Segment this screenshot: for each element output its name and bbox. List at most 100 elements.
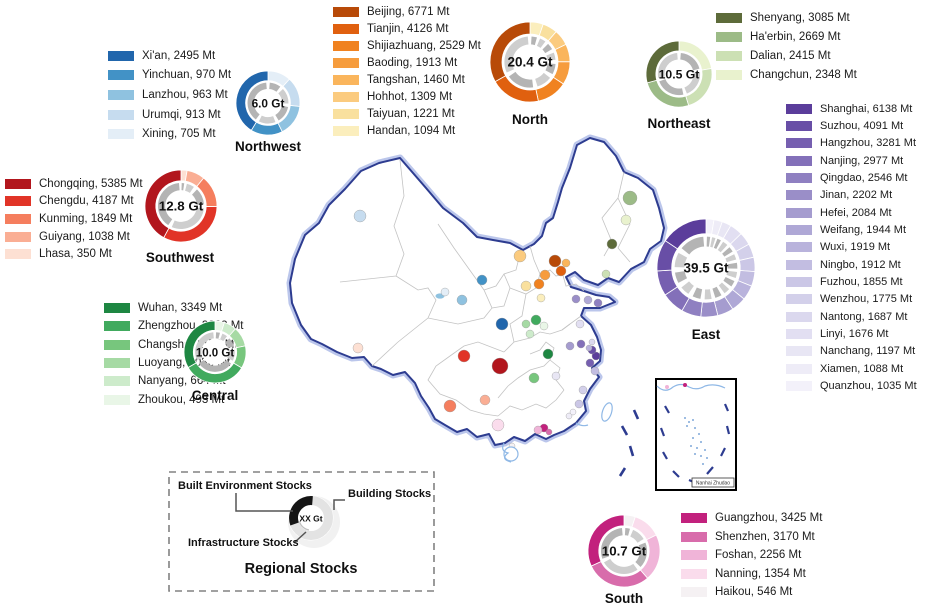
- city-marker: [588, 338, 596, 346]
- legend-item-label: Yinchuan, 970 Mt: [142, 69, 232, 82]
- legend-item: Haikou, 546 Mt: [681, 583, 822, 602]
- key-building-label: Building Stocks: [348, 488, 431, 500]
- city-marker: [561, 258, 571, 268]
- city-marker: [520, 280, 532, 292]
- donut-south: 10.7 Gt: [587, 514, 661, 588]
- key-connector-building: [333, 499, 345, 510]
- legend-item: Quanzhou, 1035 Mt: [786, 378, 917, 395]
- donut-total-label: 39.5 Gt: [683, 261, 729, 276]
- legend-swatch: [104, 339, 130, 350]
- city-marker: [565, 341, 575, 351]
- legend-item: Weifang, 1944 Mt: [786, 221, 917, 238]
- donut-northeast: 10.5 Gt: [645, 40, 713, 108]
- legend-swatch: [681, 568, 707, 579]
- donut-segment: [587, 514, 625, 567]
- key-infrastructure-label: Infrastructure Stocks: [188, 537, 299, 549]
- legend-item: Baoding, 1913 Mt: [333, 55, 481, 72]
- nine-dash-line: [618, 409, 640, 477]
- city-marker: [525, 329, 535, 339]
- city-marker: [521, 319, 531, 329]
- donut-inner-segment: [684, 72, 701, 94]
- donut-inner-segment: [181, 182, 185, 191]
- donut-inner-segment: [171, 207, 204, 230]
- donut-inner-segment: [545, 63, 556, 75]
- city-marker: [576, 339, 586, 349]
- legend-item: Nanchang, 1197 Mt: [786, 343, 917, 360]
- donut-segment: [700, 300, 719, 318]
- legend-item: Urumqi, 913 Mt: [108, 105, 231, 125]
- legend-item: Wenzhou, 1775 Mt: [786, 291, 917, 308]
- region-label-north: North: [512, 112, 548, 127]
- donut-segment: [250, 121, 283, 136]
- donut-inner-segment: [635, 542, 648, 568]
- legend-item-label: Shijiazhuang, 2529 Mt: [367, 40, 481, 53]
- donut-inner-segment: [674, 252, 688, 268]
- legend-swatch: [786, 381, 812, 392]
- donut-inner-segment: [227, 349, 235, 361]
- legend-item-label: Suzhou, 4091 Mt: [820, 120, 904, 133]
- legend-item: Linyi, 1676 Mt: [786, 325, 917, 342]
- city-marker: [578, 385, 588, 395]
- donut-southwest: 12.8 Gt: [144, 169, 218, 243]
- donut-inner-segment: [215, 332, 220, 339]
- legend-item: Zhoukou, 493 Mt: [104, 390, 244, 408]
- donut-segment: [235, 70, 269, 131]
- legend-item: Foshan, 2256 Mt: [681, 546, 822, 565]
- legend-item-label: Fuzhou, 1855 Mt: [820, 276, 903, 289]
- legend-swatch: [333, 108, 359, 119]
- donut-inner-segment: [157, 183, 180, 226]
- legend-swatch: [786, 242, 812, 253]
- donut-inner-segment: [659, 79, 684, 96]
- donut-inner-segment: [727, 262, 738, 269]
- taiwan-island: [601, 402, 613, 422]
- legend-item-label: Tianjin, 4126 Mt: [367, 23, 449, 36]
- legend-item: Shenyang, 3085 Mt: [716, 8, 857, 27]
- city-marker: [620, 214, 632, 226]
- city-marker: [539, 269, 551, 281]
- legend-swatch: [104, 358, 130, 369]
- legend-item-label: Shenzhen, 3170 Mt: [715, 530, 815, 543]
- city-marker: [569, 408, 577, 416]
- legend-swatch: [5, 196, 31, 207]
- legend-item-label: Linyi, 1676 Mt: [820, 328, 889, 341]
- key-connector-built: [235, 493, 293, 512]
- legend-swatch: [786, 311, 812, 322]
- legend-swatch: [108, 129, 134, 140]
- legend-northwest: Xi'an, 2495 Mt Yinchuan, 970 Mt Lanzhou, 9…: [108, 46, 231, 144]
- legend-swatch: [786, 294, 812, 305]
- legend-item-label: Xiamen, 1088 Mt: [820, 362, 904, 375]
- donut-inner-segment: [535, 72, 551, 87]
- legend-item: Lanzhou, 963 Mt: [108, 85, 231, 105]
- legend-south: Guangzhou, 3425 Mt Shenzhen, 3170 Mt Fosha…: [681, 509, 822, 602]
- legend-swatch: [333, 125, 359, 136]
- legend-item-label: Beijing, 6771 Mt: [367, 6, 450, 19]
- inset-label-box: [691, 477, 735, 488]
- legend-swatch: [104, 394, 130, 405]
- legend-item: Qingdao, 2546 Mt: [786, 169, 917, 186]
- donut-segment: [645, 40, 680, 84]
- legend-swatch: [681, 531, 707, 542]
- donut-segment: [183, 320, 216, 369]
- legend-item-label: Nanjing, 2977 Mt: [820, 154, 904, 167]
- city-marker: [533, 425, 543, 435]
- legend-swatch: [786, 155, 812, 166]
- donut-inner-segment: [275, 105, 289, 121]
- donut-inner-segment: [536, 38, 546, 48]
- city-marker: [555, 265, 567, 277]
- donut-hole: [685, 247, 727, 289]
- legend-item-label: Qingdao, 2546 Mt: [820, 172, 908, 185]
- legend-item: Shenzhen, 3170 Mt: [681, 528, 822, 547]
- city-marker: [571, 294, 581, 304]
- legend-item: Nanjing, 2977 Mt: [786, 152, 917, 169]
- legend-item: Guangzhou, 3425 Mt: [681, 509, 822, 528]
- legend-item-label: Guangzhou, 3425 Mt: [715, 512, 823, 525]
- legend-item: Xi'an, 2495 Mt: [108, 46, 231, 66]
- donut-inner-segment: [657, 52, 678, 78]
- legend-swatch: [333, 7, 359, 18]
- city-marker: [536, 293, 546, 303]
- legend-swatch: [681, 513, 707, 524]
- legend-item: Chongqing, 5385 Mt: [5, 175, 143, 193]
- legend-item: Handan, 1094 Mt: [333, 122, 481, 139]
- inset-city-dot2: [665, 385, 669, 389]
- city-marker: [590, 366, 600, 376]
